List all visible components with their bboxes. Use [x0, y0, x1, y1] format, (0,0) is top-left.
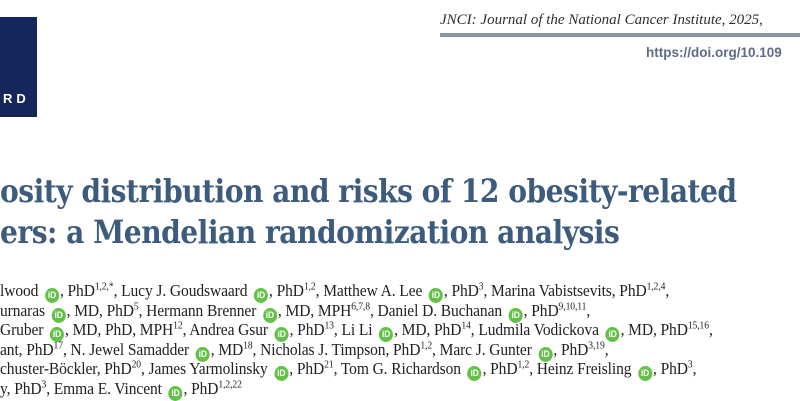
orcid-icon[interactable]: iD — [51, 307, 66, 323]
author-line: chuster-Böckler, PhD20, James Yarmolinsk… — [0, 359, 713, 381]
header-rule — [440, 33, 800, 37]
author-list: lwood iD, PhD1,2,*, Lucy J. Goudswaard i… — [0, 281, 713, 401]
affiliation-superscript: 1,2,4 — [646, 281, 666, 293]
affiliation-superscript: 17 — [53, 340, 64, 351]
affiliation-superscript: 3,19 — [588, 340, 605, 351]
article-title-line1: osity distribution and risks of 12 obesi… — [0, 172, 737, 210]
article-title-line2: ers: a Mendelian randomization analysis — [0, 213, 620, 251]
affiliation-superscript: 1,2 — [517, 359, 530, 371]
orcid-icon[interactable]: iD — [253, 288, 269, 303]
orcid-icon[interactable]: iD — [638, 366, 653, 381]
affiliation-superscript: 13 — [324, 320, 334, 332]
orcid-icon[interactable]: iD — [379, 327, 394, 342]
author-line: urnaras iD, MD, PhD5, Hermann Brenner iD… — [0, 301, 713, 323]
doi-link[interactable]: https://doi.org/10.109 — [646, 45, 782, 60]
affiliation-superscript: 1,2,22 — [218, 379, 242, 390]
article-title: osity distribution and risks of 12 obesi… — [0, 171, 737, 253]
affiliation-superscript: 14 — [461, 320, 471, 332]
orcid-icon[interactable]: iD — [44, 288, 60, 303]
affiliation-superscript: 1,2,* — [94, 281, 114, 293]
orcid-icon[interactable]: iD — [274, 366, 289, 381]
orcid-icon[interactable]: iD — [262, 307, 277, 323]
affiliation-superscript: 21 — [324, 359, 334, 371]
publisher-logo[interactable]: RD — [0, 17, 37, 117]
orcid-icon[interactable]: iD — [467, 366, 482, 381]
affiliation-superscript: 9,10,11 — [558, 301, 587, 312]
affiliation-superscript: 5 — [133, 301, 139, 312]
author-line: Gruber iD, MD, PhD, MPH12, Andrea Gsur i… — [0, 320, 713, 342]
orcid-icon[interactable]: iD — [508, 307, 523, 323]
affiliation-superscript: 18 — [243, 340, 253, 351]
affiliation-superscript: 15,16 — [687, 320, 709, 332]
orcid-icon[interactable]: iD — [538, 346, 553, 362]
affiliation-superscript: 20 — [131, 359, 142, 371]
publisher-logo-letters: RD — [3, 91, 30, 106]
journal-citation: JNCI: Journal of the National Cancer Ins… — [440, 12, 763, 28]
orcid-icon[interactable]: iD — [168, 385, 183, 401]
affiliation-superscript: 1,2 — [420, 340, 433, 351]
affiliation-superscript: 3 — [687, 359, 693, 371]
orcid-icon[interactable]: iD — [195, 346, 210, 362]
orcid-icon[interactable]: iD — [605, 327, 620, 342]
affiliation-superscript: 12 — [173, 320, 183, 332]
affiliation-superscript: 1,2 — [303, 281, 316, 293]
orcid-icon[interactable]: iD — [274, 327, 289, 342]
orcid-icon[interactable]: iD — [428, 288, 443, 303]
affiliation-superscript: 6,7,8 — [351, 301, 370, 312]
author-line: y, PhD3, Emma E. Vincent iD, PhD1,2,22 — [0, 379, 713, 401]
affiliation-superscript: 3 — [41, 379, 47, 390]
orcid-icon[interactable]: iD — [49, 327, 65, 342]
author-line: ant, PhD17, N. Jewel Samadder iD, MD18, … — [0, 340, 713, 362]
affiliation-superscript: 3 — [478, 281, 484, 293]
author-line: lwood iD, PhD1,2,*, Lucy J. Goudswaard i… — [0, 281, 713, 303]
